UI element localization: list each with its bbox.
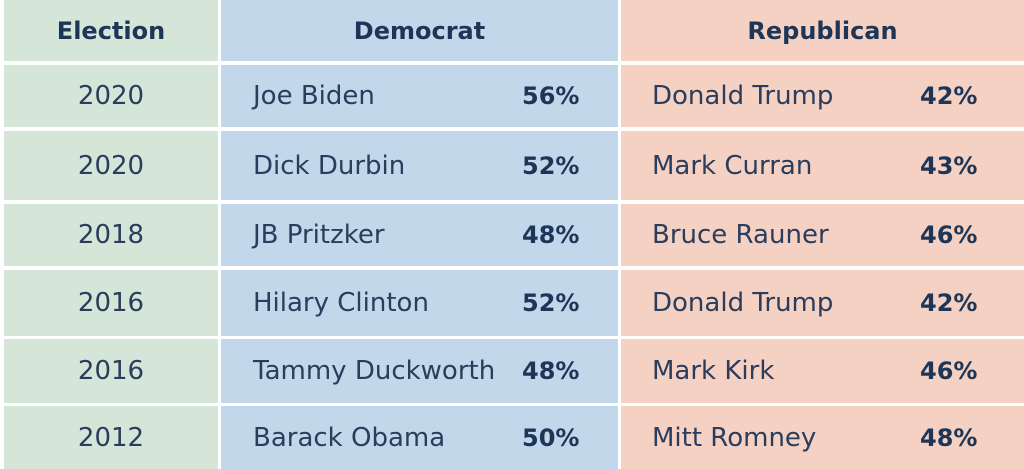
republican-cell: Donald Trump 42% [621, 65, 1024, 127]
republican-cell: Mark Kirk 46% [621, 339, 1024, 403]
republican-vote-percent: 46% [920, 357, 978, 385]
election-year-cell: 2020 [4, 65, 218, 127]
election-year-cell: 2020 [4, 131, 218, 200]
democrat-cell: Tammy Duckworth 48% [221, 339, 618, 403]
republican-cell: Donald Trump 42% [621, 270, 1024, 336]
democrat-vote-percent: 52% [522, 289, 580, 317]
democrat-candidate-name: JB Pritzker [253, 220, 385, 250]
republican-cell: Bruce Rauner 46% [621, 204, 1024, 266]
democrat-candidate-name: Joe Biden [253, 81, 375, 111]
democrat-vote-percent: 48% [522, 357, 580, 385]
election-year-cell: 2016 [4, 270, 218, 336]
democrat-cell: Dick Durbin 52% [221, 131, 618, 200]
democrat-cell: Barack Obama 50% [221, 406, 618, 469]
election-year-cell: 2012 [4, 406, 218, 469]
header-election: Election [4, 0, 218, 61]
democrat-vote-percent: 56% [522, 82, 580, 110]
republican-vote-percent: 42% [920, 82, 978, 110]
republican-candidate-name: Mitt Romney [652, 422, 817, 453]
democrat-cell: Joe Biden 56% [221, 65, 618, 127]
election-year-cell: 2016 [4, 339, 218, 403]
republican-candidate-name: Mark Curran [652, 150, 813, 181]
democrat-cell: Hilary Clinton 52% [221, 270, 618, 336]
header-republican: Republican [621, 0, 1024, 61]
republican-candidate-name: Donald Trump [652, 81, 834, 111]
democrat-candidate-name: Tammy Duckworth [253, 356, 496, 386]
republican-vote-percent: 48% [920, 423, 978, 452]
republican-cell: Mark Curran 43% [621, 131, 1024, 200]
democrat-candidate-name: Barack Obama [253, 422, 446, 453]
democrat-vote-percent: 50% [522, 423, 580, 452]
democrat-vote-percent: 48% [522, 221, 580, 249]
republican-vote-percent: 42% [920, 289, 978, 317]
democrat-candidate-name: Dick Durbin [253, 150, 406, 181]
republican-vote-percent: 43% [920, 151, 978, 180]
democrat-vote-percent: 52% [522, 151, 580, 180]
header-democrat: Democrat [221, 0, 618, 61]
democrat-cell: JB Pritzker 48% [221, 204, 618, 266]
republican-candidate-name: Donald Trump [652, 288, 834, 318]
republican-candidate-name: Mark Kirk [652, 356, 775, 386]
election-year-cell: 2018 [4, 204, 218, 266]
republican-candidate-name: Bruce Rauner [652, 220, 829, 250]
republican-vote-percent: 46% [920, 221, 978, 249]
republican-cell: Mitt Romney 48% [621, 406, 1024, 469]
democrat-candidate-name: Hilary Clinton [253, 288, 429, 318]
